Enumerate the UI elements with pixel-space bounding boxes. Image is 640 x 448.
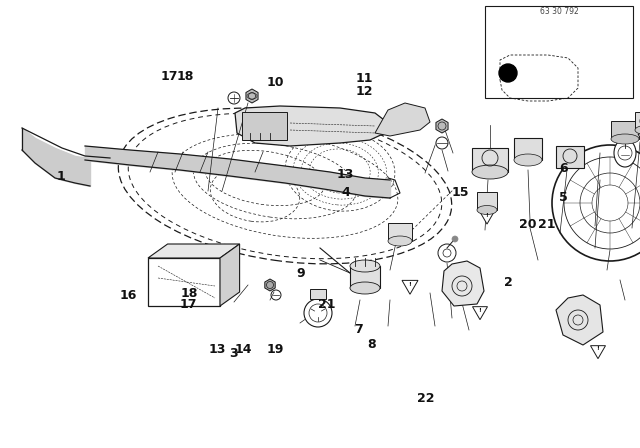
Text: 6: 6	[559, 161, 568, 175]
Bar	[635, 112, 640, 130]
Text: 1: 1	[56, 170, 65, 184]
Text: 2: 2	[504, 276, 513, 289]
Text: 11: 11	[356, 72, 374, 85]
Polygon shape	[436, 119, 448, 133]
Text: !: !	[486, 212, 488, 217]
Text: 63 30 792: 63 30 792	[540, 7, 579, 16]
Circle shape	[452, 236, 458, 242]
Ellipse shape	[611, 134, 639, 144]
Ellipse shape	[614, 139, 636, 167]
Text: 15: 15	[452, 186, 470, 199]
Text: 16: 16	[119, 289, 137, 302]
Circle shape	[304, 299, 332, 327]
Text: 20: 20	[519, 217, 537, 231]
Polygon shape	[472, 307, 488, 320]
Text: 5: 5	[559, 190, 568, 204]
Polygon shape	[265, 279, 275, 291]
Bar	[611, 121, 639, 139]
Text: 4: 4	[341, 186, 350, 199]
Text: !: !	[408, 281, 412, 287]
Bar	[350, 266, 380, 288]
Bar	[242, 112, 287, 140]
Polygon shape	[638, 134, 640, 146]
Text: 17: 17	[180, 298, 198, 311]
Bar	[148, 258, 220, 306]
Polygon shape	[480, 212, 494, 224]
Polygon shape	[148, 244, 239, 258]
Text: 18: 18	[180, 287, 198, 300]
Ellipse shape	[388, 236, 412, 246]
Text: 21: 21	[538, 217, 556, 231]
Text: 18: 18	[177, 69, 195, 83]
Text: 12: 12	[356, 85, 374, 99]
Text: !: !	[596, 346, 600, 352]
Text: 19: 19	[266, 343, 284, 356]
Ellipse shape	[350, 282, 380, 294]
Text: 10: 10	[266, 76, 284, 90]
Text: 22: 22	[417, 392, 435, 405]
Polygon shape	[375, 103, 430, 136]
Text: !: !	[479, 307, 481, 313]
Ellipse shape	[350, 260, 380, 272]
Polygon shape	[220, 244, 239, 306]
Polygon shape	[442, 261, 484, 306]
Circle shape	[552, 145, 640, 261]
Text: 13: 13	[209, 343, 227, 356]
Bar	[388, 223, 412, 241]
Circle shape	[436, 137, 448, 149]
Text: 8: 8	[367, 338, 376, 352]
Polygon shape	[556, 295, 603, 345]
Bar	[310, 289, 326, 299]
Polygon shape	[235, 106, 388, 146]
Bar	[472, 148, 508, 172]
Text: 13: 13	[337, 168, 355, 181]
Text: 17: 17	[161, 69, 179, 83]
Ellipse shape	[477, 206, 497, 215]
Circle shape	[499, 64, 517, 82]
Text: 3: 3	[229, 347, 238, 361]
Circle shape	[228, 92, 240, 104]
Polygon shape	[246, 89, 258, 103]
Ellipse shape	[472, 165, 508, 179]
Text: 14: 14	[234, 343, 252, 356]
Bar	[556, 146, 584, 168]
Polygon shape	[402, 280, 418, 294]
Bar	[485, 6, 633, 98]
Text: 9: 9	[296, 267, 305, 280]
Text: 7: 7	[354, 323, 363, 336]
Ellipse shape	[635, 125, 640, 134]
Bar	[477, 192, 497, 210]
Ellipse shape	[514, 154, 542, 166]
Polygon shape	[591, 346, 605, 359]
Ellipse shape	[118, 108, 452, 264]
Circle shape	[438, 244, 456, 262]
Bar	[514, 138, 542, 160]
Text: 21: 21	[317, 298, 335, 311]
